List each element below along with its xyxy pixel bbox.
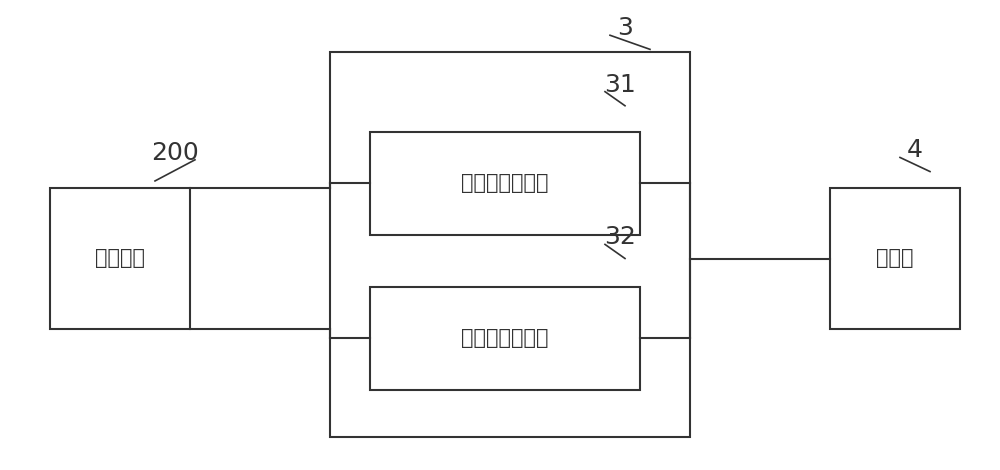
Bar	[370, 287, 640, 390]
Text: 第二电压比较器: 第二电压比较器	[461, 329, 549, 348]
Text: 200: 200	[151, 141, 199, 165]
Text: 31: 31	[604, 72, 636, 97]
Bar	[50, 188, 190, 329]
Bar	[370, 132, 640, 235]
Text: 第一电压比较器: 第一电压比较器	[461, 173, 549, 193]
Text: 控制器: 控制器	[876, 249, 914, 268]
Text: 电池单体: 电池单体	[95, 249, 145, 268]
Bar	[830, 188, 960, 329]
Bar	[330, 52, 690, 437]
Text: 3: 3	[617, 16, 633, 40]
Text: 32: 32	[604, 225, 636, 250]
Text: 4: 4	[907, 138, 923, 163]
